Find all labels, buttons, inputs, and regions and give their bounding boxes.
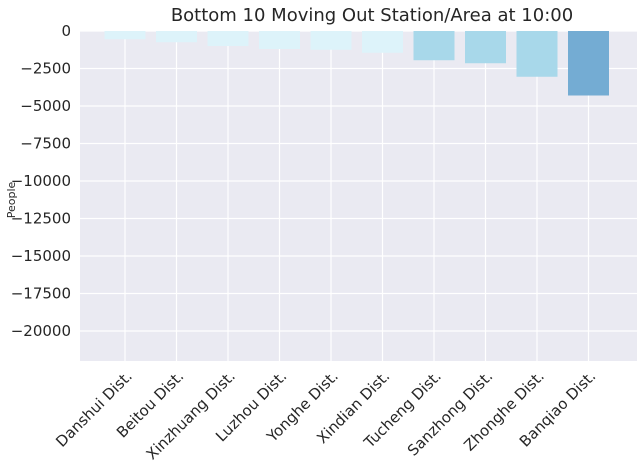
grid-lines	[80, 30, 637, 361]
y-tick-label: 0	[61, 22, 71, 40]
bar	[259, 31, 300, 49]
bar	[465, 31, 506, 64]
bar	[310, 31, 352, 50]
x-tick-label: Xinzhuang Dist.	[143, 367, 239, 463]
y-tick-label: −7500	[20, 135, 71, 153]
y-tick-label: −15000	[11, 247, 71, 265]
y-tick-label: −20000	[11, 322, 71, 340]
y-tick-label: −2500	[20, 60, 71, 78]
bar	[568, 31, 609, 96]
bars	[104, 31, 609, 96]
bar	[413, 31, 455, 61]
x-tick-labels: Danshui Dist.Beitou Dist.Xinzhuang Dist.…	[52, 367, 599, 463]
chart-title: Bottom 10 Moving Out Station/Area at 10:…	[171, 5, 573, 26]
y-tick-label: −12500	[11, 210, 71, 228]
bar	[104, 31, 146, 40]
y-tick-label: −17500	[11, 285, 71, 303]
bar	[516, 31, 558, 77]
bar	[207, 31, 249, 46]
bar	[156, 31, 197, 43]
y-axis-label: People	[5, 181, 18, 218]
y-tick-labels: 0 −2500 −5000 −7500 −10000 −12500 −15000 −17500…	[11, 22, 71, 340]
bar	[362, 31, 403, 53]
y-tick-label: −5000	[20, 97, 71, 115]
y-tick-label: −10000	[11, 172, 71, 190]
plot-background	[80, 31, 637, 361]
